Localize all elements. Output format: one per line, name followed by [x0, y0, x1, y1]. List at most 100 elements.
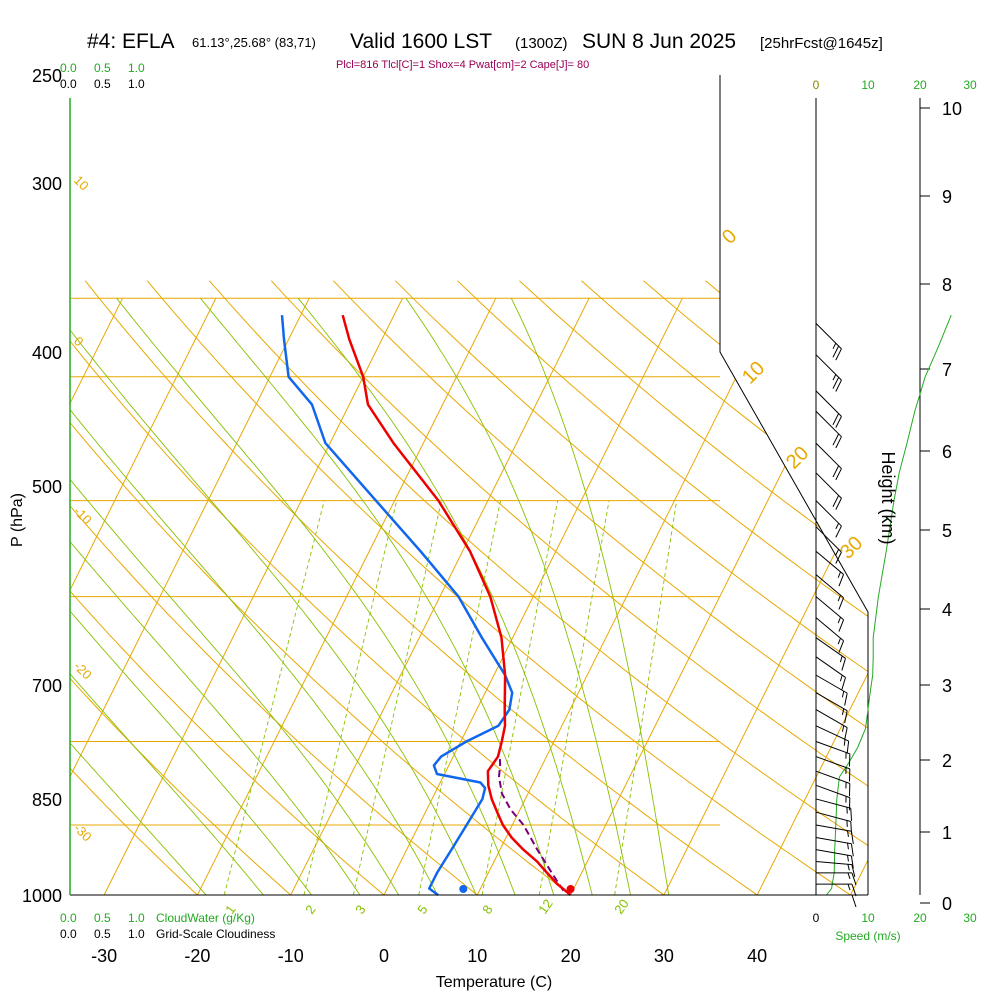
wind-barb-staff — [815, 770, 850, 784]
wind-barb-staff — [815, 656, 846, 678]
wind-barb-flag — [835, 525, 842, 538]
pressure-tick-label: 250 — [32, 66, 62, 86]
wind-barb-staff — [815, 860, 852, 866]
wind-barb-staff — [815, 784, 850, 799]
wind-barb-half-flag — [847, 855, 849, 862]
height-tick-label: 1 — [942, 823, 952, 843]
mixing-ratio-label: 3 — [352, 902, 368, 917]
mixing-ratio-label: 12 — [535, 896, 556, 916]
isotherm-line — [756, 298, 868, 895]
chart-title-station: #4: EFLA — [87, 30, 175, 53]
dry-adiabat-line — [829, 280, 868, 895]
moist-adiabat-line — [70, 298, 412, 895]
wind-barb — [815, 756, 851, 782]
sounding-parameters: Plcl=816 Tlcl[C]=1 Shox=4 Pwat[cm]=2 Cap… — [336, 59, 590, 71]
wind-barb-staff — [815, 637, 846, 659]
wind-barb-flag — [835, 436, 842, 449]
height-tick-label: 7 — [942, 360, 952, 380]
mixing-ratio-line — [352, 500, 442, 895]
wind-barb-flag — [850, 808, 853, 821]
wind-barb-half-flag — [839, 675, 843, 682]
wind-barb-flag — [832, 433, 840, 446]
chart-title-date: SUN 8 Jun 2025 — [582, 30, 737, 53]
mixing-ratio-label: 20 — [611, 896, 632, 916]
wind-barb — [815, 354, 842, 392]
wind-barb-staff — [815, 798, 851, 809]
wind-barb-staff — [815, 526, 842, 553]
height-tick-label: 0 — [942, 894, 952, 914]
dry-adiabat-line — [519, 280, 868, 895]
speed-tick-top-label: 10 — [861, 78, 875, 92]
cloudiness-axis-label: Grid-Scale Cloudiness — [156, 927, 275, 941]
wind-barb-staff — [815, 574, 844, 599]
wind-speed-curve — [826, 315, 952, 896]
wind-barb — [816, 872, 857, 886]
cloud-scale-bottom2-label: 1.0 — [128, 927, 145, 941]
moist-adiabat-line — [70, 298, 225, 895]
dry-adiabat-line — [146, 280, 868, 895]
wind-barb-flag — [846, 740, 850, 754]
mixing-ratio-label: 8 — [479, 902, 495, 917]
wind-barb-flag — [838, 574, 845, 587]
wind-barb-flag — [850, 843, 854, 857]
dry-adiabat-label: 0 — [718, 225, 741, 248]
chart-title-valid: Valid 1600 LST — [350, 30, 493, 53]
dry-adiabat-line — [70, 280, 316, 895]
wind-barb-flag — [835, 468, 842, 481]
cloud-scale-top-label: 0.0 — [60, 61, 77, 75]
sounding-traces — [280, 314, 575, 897]
speed-tick-bottom-label: 10 — [861, 911, 875, 925]
cloud-scale-bottom-label: 0.0 — [60, 911, 77, 925]
wind-barb — [815, 811, 853, 835]
wind-barb — [815, 725, 850, 754]
wind-barb-staff — [815, 390, 842, 417]
mixing-ratio-line — [303, 500, 398, 895]
pressure-tick-label: 1000 — [22, 886, 62, 906]
wind-barb-half-flag — [847, 843, 849, 850]
wind-barb-flag — [838, 640, 845, 653]
speed-tick-top-label: 30 — [963, 78, 977, 92]
mixing-ratio-line — [223, 500, 325, 895]
cloud-scale-bottom-label: 0.5 — [94, 911, 111, 925]
wind-barb-half-flag — [837, 571, 841, 578]
wind-barb-half-flag — [841, 691, 845, 698]
wind-barb-staff — [815, 410, 842, 438]
temperature-tick-label: 30 — [654, 946, 674, 966]
isotherm-line — [0, 298, 29, 895]
wind-barb-half-flag — [847, 864, 850, 871]
height-axis-label: Height (km) — [878, 451, 898, 544]
height-tick-label: 5 — [942, 521, 952, 541]
wind-barb — [815, 656, 846, 690]
dewpoint-trace — [280, 315, 514, 897]
wind-barb-flag — [832, 413, 840, 426]
wind-barb — [815, 390, 842, 428]
wind-barb-half-flag — [835, 549, 840, 556]
wind-barb-half-flag — [847, 883, 851, 891]
wind-barb-staff — [815, 472, 842, 499]
wind-barb-staff — [815, 756, 850, 770]
dry-adiabat-line — [767, 280, 868, 895]
wind-barb — [815, 849, 854, 869]
wind-barb-half-flag — [843, 739, 846, 746]
chart-title-coords: 61.13°,25.68° (83,71) — [192, 35, 316, 50]
cloud-scale-top-label: 1.0 — [128, 61, 145, 75]
chart-title-fcst: [25hrFcst@1645z] — [760, 35, 883, 52]
wind-barb-flag — [851, 872, 857, 886]
wind-barb-flag — [838, 619, 845, 632]
wind-barb-staff — [815, 550, 844, 575]
wind-barb — [815, 442, 842, 481]
wind-barb-flag — [850, 821, 853, 835]
wind-barb-half-flag — [841, 708, 845, 715]
wind-barb-flag — [835, 379, 842, 392]
dry-adiabat-line — [70, 280, 599, 895]
dry-adiabat-label: 0 — [71, 334, 87, 350]
plot-frame — [69, 75, 930, 904]
dry-adiabat-label: 10 — [71, 173, 92, 194]
surface-temperature-dot — [566, 885, 575, 893]
moist-adiabat-line — [510, 298, 673, 895]
wind-barb — [815, 837, 854, 857]
pressure-tick-label: 500 — [32, 477, 62, 497]
dry-adiabat-line — [581, 280, 868, 895]
speed-tick-bottom-label: 30 — [963, 911, 977, 925]
wind-barb-flag — [851, 894, 857, 908]
